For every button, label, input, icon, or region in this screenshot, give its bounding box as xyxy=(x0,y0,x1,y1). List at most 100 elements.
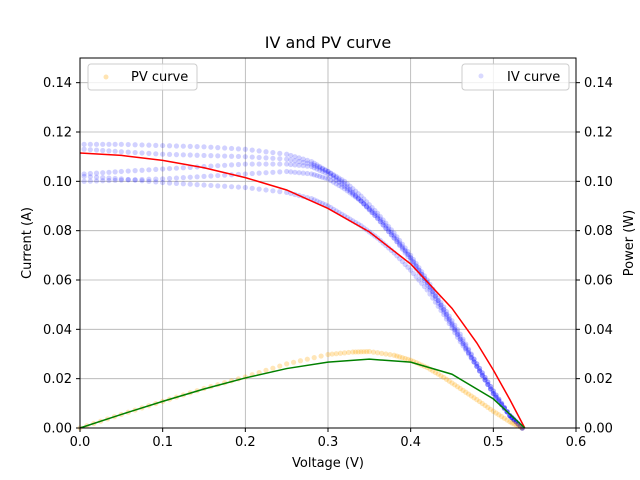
pv-point xyxy=(363,349,370,355)
iv-point xyxy=(391,233,397,239)
iv-point xyxy=(383,225,389,231)
pv-point xyxy=(454,384,461,390)
y-tick-label: 0.08 xyxy=(43,224,72,239)
iv-point xyxy=(319,168,326,175)
iv-point xyxy=(118,168,124,175)
iv-point xyxy=(399,241,405,247)
iv-point xyxy=(344,188,350,194)
pv-point xyxy=(383,351,389,357)
iv-point xyxy=(222,145,228,151)
iv-point xyxy=(308,171,315,177)
iv-point xyxy=(112,141,118,147)
iv-point xyxy=(288,169,294,175)
iv-point xyxy=(479,372,485,378)
iv-point xyxy=(471,359,477,365)
iv-point xyxy=(413,274,419,280)
iv-point xyxy=(347,183,353,189)
iv-point xyxy=(235,153,242,160)
iv-point xyxy=(358,193,364,199)
iv-point xyxy=(300,163,306,169)
iv-point xyxy=(87,147,93,153)
iv-point xyxy=(446,316,452,323)
iv-point xyxy=(277,169,283,175)
legend-left-box xyxy=(87,63,198,91)
iv-point xyxy=(118,176,124,182)
iv-point xyxy=(296,159,302,165)
iv-point xyxy=(125,177,131,183)
iv-point xyxy=(284,151,290,157)
iv-point xyxy=(388,229,394,235)
iv-point xyxy=(166,151,173,158)
iv-point xyxy=(405,253,411,260)
iv-point xyxy=(476,368,483,374)
iv-point xyxy=(330,172,337,179)
iv-point xyxy=(319,174,326,180)
iv-point xyxy=(460,341,466,347)
pv-point xyxy=(504,417,510,423)
pv-point xyxy=(370,349,377,355)
iv-point xyxy=(402,248,408,254)
legend-pv-label: PV curve xyxy=(131,70,188,85)
iv-point xyxy=(341,183,348,189)
pv-point xyxy=(438,373,444,379)
iv-point xyxy=(132,168,138,174)
iv-point xyxy=(330,179,337,185)
iv-point xyxy=(87,174,93,180)
iv-point xyxy=(460,341,466,347)
iv-point xyxy=(173,143,180,149)
iv-point xyxy=(328,177,334,184)
iv-point xyxy=(106,148,112,154)
iv-point xyxy=(187,143,193,149)
pv-point xyxy=(513,422,519,428)
pv-point xyxy=(284,361,290,367)
iv-point xyxy=(355,195,361,201)
iv-point xyxy=(81,141,87,147)
iv-point xyxy=(366,202,372,208)
iv-point xyxy=(479,370,485,376)
iv-point xyxy=(397,237,403,244)
iv-point xyxy=(139,150,145,156)
iv-point xyxy=(180,143,186,149)
iv-point xyxy=(413,265,419,272)
iv-point xyxy=(339,184,345,190)
iv-point xyxy=(333,175,339,181)
iv-point xyxy=(490,390,496,397)
pv-point xyxy=(361,349,367,355)
iv-point xyxy=(314,163,320,170)
chart-title: IV and PV curve xyxy=(265,33,391,52)
iv-point xyxy=(465,350,472,356)
iv-point xyxy=(314,166,320,172)
iv-point xyxy=(311,165,317,171)
iv-point xyxy=(430,288,436,295)
iv-point xyxy=(344,181,350,187)
iv-point xyxy=(435,303,441,309)
iv-point xyxy=(222,183,228,189)
iv-point xyxy=(288,152,294,159)
iv-point xyxy=(443,316,450,322)
iv-point xyxy=(372,210,378,216)
pv-point xyxy=(507,419,513,425)
pv-point xyxy=(402,355,408,362)
iv-point xyxy=(160,142,166,149)
iv-point xyxy=(314,172,320,179)
iv-point xyxy=(201,144,207,150)
iv-point xyxy=(452,330,458,336)
iv-point xyxy=(308,163,315,170)
iv-point xyxy=(372,212,378,219)
iv-point xyxy=(465,350,472,356)
iv-point xyxy=(507,413,513,419)
iv-point xyxy=(372,207,378,214)
iv-point xyxy=(377,214,383,220)
iv-point xyxy=(457,334,463,340)
iv-point xyxy=(208,153,214,159)
iv-point xyxy=(249,185,255,191)
iv-point xyxy=(377,219,383,225)
iv-point xyxy=(441,307,447,313)
iv-point xyxy=(454,332,461,338)
iv-point xyxy=(106,141,112,147)
iv-point xyxy=(383,220,389,226)
iv-point xyxy=(125,141,131,148)
iv-point xyxy=(402,247,408,253)
iv-point xyxy=(432,299,439,305)
iv-point xyxy=(372,212,378,219)
